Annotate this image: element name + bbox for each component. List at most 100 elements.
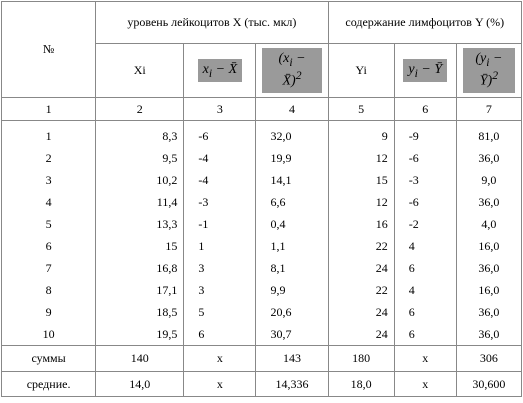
table-row: средние. 14,0 x 14,336 18,0 x 30,600	[0, 371, 523, 397]
header-cell: уровень лейкоцитов X (тыс. мкл)	[95, 1, 329, 44]
table-cell: 5	[183, 301, 257, 323]
table-cell: 15	[95, 235, 185, 257]
header-cell: xi − X̄	[183, 43, 257, 98]
table-cell: x	[183, 371, 257, 397]
table-cell: 24	[327, 323, 395, 346]
table-cell: 9,9	[255, 279, 329, 301]
formula-part: − Ȳ)	[479, 51, 503, 89]
table-row: 4 11,4 -3 6,6 12 -6 36,0	[0, 191, 523, 213]
table-cell: 17,1	[95, 279, 185, 301]
formula-part: i	[486, 56, 490, 70]
table-cell: 32,0	[255, 120, 329, 147]
header-cell: №	[0, 1, 97, 98]
table-cell: -6	[393, 191, 457, 213]
table-cell: 3	[183, 97, 257, 121]
table-cell: 4	[393, 235, 457, 257]
formula-part: i	[208, 66, 213, 80]
table-row: 10 19,5 6 30,7 24 6 36,0	[0, 323, 523, 346]
table-cell: 0,4	[255, 213, 329, 235]
table-cell: 143	[255, 345, 329, 372]
table-cell: средние.	[0, 371, 97, 397]
formula-part: (y	[475, 51, 487, 67]
table-cell: 14,336	[255, 371, 329, 397]
header-cell: (xi − X̄)2	[255, 43, 329, 98]
table-cell: 14,1	[255, 169, 329, 191]
table-cell: 2	[0, 147, 97, 169]
table-cell: 16,0	[455, 279, 523, 301]
formula-part: (x	[278, 51, 290, 67]
table-cell: 1	[0, 120, 97, 147]
table-cell: x	[393, 345, 457, 372]
table-cell: 6	[393, 301, 457, 323]
table-cell: 5	[327, 97, 395, 121]
table-cell: 19,5	[95, 323, 185, 346]
table-cell: 30,7	[255, 323, 329, 346]
table-cell: -3	[393, 169, 457, 191]
table-cell: 8	[0, 279, 97, 301]
table-cell: 24	[327, 257, 395, 279]
table-cell: 36,0	[455, 147, 523, 169]
table-cell: 3	[183, 279, 257, 301]
table-cell: 9	[327, 120, 395, 147]
table-cell: 16,8	[95, 257, 185, 279]
table-cell: 20,6	[255, 301, 329, 323]
table-cell: 7	[455, 97, 523, 121]
table-cell: 24	[327, 301, 395, 323]
table-cell: -2	[393, 213, 457, 235]
table-cell: 36,0	[455, 301, 523, 323]
table-cell: 8,3	[95, 120, 185, 147]
table-cell: 15	[327, 169, 395, 191]
table-cell: 14,0	[95, 371, 185, 397]
table-cell: 6,6	[255, 191, 329, 213]
table-cell: 13,3	[95, 213, 185, 235]
header-row: Xi xi − X̄ (xi − X̄)2 Yi yi − Ȳ (yi − Ȳ)…	[2, 43, 523, 98]
table-cell: 10	[0, 323, 97, 346]
table-cell: 6	[393, 323, 457, 346]
table-cell: 3	[183, 257, 257, 279]
table-cell: 36,0	[455, 191, 523, 213]
table-cell: x	[183, 345, 257, 372]
table-cell: 6	[393, 257, 457, 279]
table-cell: 4,0	[455, 213, 523, 235]
table-cell: 180	[327, 345, 395, 372]
formula: (xi − X̄)2	[262, 48, 322, 93]
header-cell: Yi	[327, 43, 395, 98]
formula: (yi − Ȳ)2	[462, 48, 515, 93]
table-cell: 6	[393, 97, 457, 121]
table-cell: 9	[0, 301, 97, 323]
table-cell: 6	[183, 323, 257, 346]
formula: yi − Ȳ	[403, 58, 448, 83]
table-cell: 22	[327, 235, 395, 257]
header-cell: (yi − Ȳ)2	[455, 43, 523, 98]
formula: xi − X̄	[197, 58, 243, 83]
table-cell: 18,5	[95, 301, 185, 323]
table-cell: 16	[327, 213, 395, 235]
table-cell: 6	[0, 235, 97, 257]
table-cell: 81,0	[455, 120, 523, 147]
table-row: суммы 140 x 143 180 x 306	[0, 345, 523, 372]
formula-part: − Ȳ	[417, 61, 443, 77]
table-cell: 19,9	[255, 147, 329, 169]
header-row: № уровень лейкоцитов X (тыс. мкл) содерж…	[0, 1, 523, 98]
table-row: 9 18,5 5 20,6 24 6 36,0	[0, 301, 523, 323]
table-row: 2 9,5 -4 19,9 12 -6 36,0	[0, 147, 523, 169]
table-row: 6 15 1 1,1 22 4 16,0	[0, 235, 523, 257]
table-cell: 22	[327, 279, 395, 301]
table-cell: 8,1	[255, 257, 329, 279]
header-cell: Xi	[95, 43, 185, 98]
table-cell: 1,1	[255, 235, 329, 257]
formula-part: x	[202, 61, 209, 77]
table-cell: 16,0	[455, 235, 523, 257]
table-cell: 3	[0, 169, 97, 191]
formula-part: i	[414, 66, 418, 80]
formula-part: i	[289, 56, 293, 70]
table-cell: x	[393, 371, 457, 397]
table-row: 7 16,8 3 8,1 24 6 36,0	[0, 257, 523, 279]
table-cell: 140	[95, 345, 185, 372]
table-cell: 4	[393, 279, 457, 301]
table-cell: 36,0	[455, 323, 523, 346]
table-cell: 12	[327, 147, 395, 169]
table-cell: 1	[0, 97, 97, 121]
